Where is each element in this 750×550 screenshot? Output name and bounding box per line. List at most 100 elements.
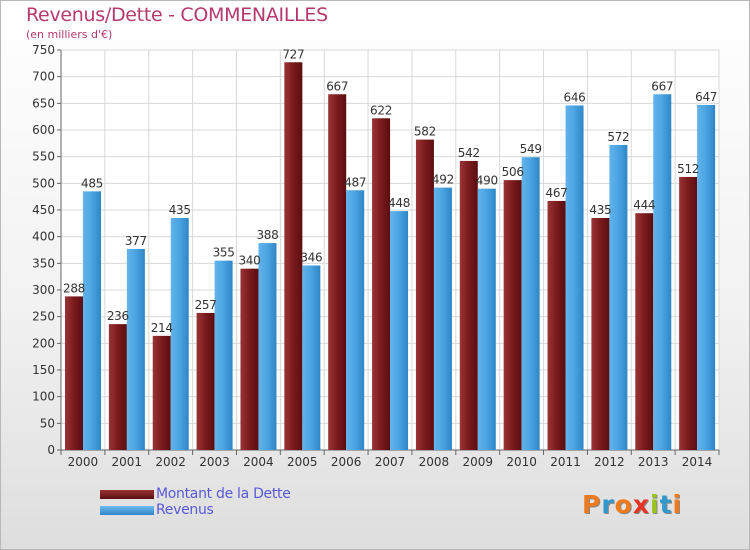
proxiti-logo: Proxiti xyxy=(582,490,682,519)
x-tick-label: 2002 xyxy=(155,455,186,469)
bar-revenue xyxy=(83,191,101,451)
data-label-debt: 622 xyxy=(370,103,392,117)
y-tick-label: 200 xyxy=(32,336,55,350)
y-tick-label: 500 xyxy=(32,176,55,190)
data-label-debt: 444 xyxy=(633,198,655,212)
x-tick-label: 2005 xyxy=(287,455,318,469)
data-label-debt: 236 xyxy=(107,309,129,323)
bar-revenue xyxy=(609,144,628,450)
x-tick-label: 2013 xyxy=(638,455,669,469)
chart-title: Revenus/Dette - COMMENAILLES xyxy=(26,4,328,26)
data-label-debt: 506 xyxy=(502,165,524,179)
axes: 0 50 100 150 200 250 300 350 400 450 500 550 600 650 7… xyxy=(32,43,720,469)
data-label-revenue: 346 xyxy=(300,250,322,264)
x-tick-label: 2001 xyxy=(112,455,143,469)
bar-debt xyxy=(679,176,698,450)
bar-debt xyxy=(65,296,83,450)
x-tick-label: 2008 xyxy=(419,455,450,469)
data-label-debt: 257 xyxy=(195,298,217,312)
x-tick-label: 2000 xyxy=(68,455,99,469)
legend-swatch-revenue xyxy=(100,506,154,515)
data-label-revenue: 646 xyxy=(564,90,586,104)
bar-revenue xyxy=(697,104,716,450)
y-tick-label: 600 xyxy=(32,123,55,137)
data-label-debt: 340 xyxy=(238,254,260,268)
data-label-revenue: 572 xyxy=(607,130,629,144)
y-tick-label: 550 xyxy=(32,150,55,164)
y-tick-label: 650 xyxy=(32,96,55,110)
bar-revenue xyxy=(521,157,540,450)
data-label-revenue: 490 xyxy=(476,174,498,188)
y-tick-label: 50 xyxy=(40,416,55,430)
bar-revenue xyxy=(477,188,496,450)
data-label-revenue: 492 xyxy=(432,173,454,187)
logo-letter: P xyxy=(582,490,602,519)
x-tick-label: 2004 xyxy=(243,455,274,469)
data-label-revenue: 435 xyxy=(169,203,191,217)
legend-swatch-debt xyxy=(100,490,154,499)
logo-letter: t xyxy=(659,490,673,519)
bar-debt xyxy=(503,180,522,450)
x-tick-label: 2006 xyxy=(331,455,362,469)
logo-letter: i xyxy=(672,490,683,519)
data-label-debt: 435 xyxy=(589,203,611,217)
data-label-debt: 288 xyxy=(63,281,85,295)
x-tick-label: 2003 xyxy=(199,455,230,469)
data-label-revenue: 388 xyxy=(256,228,278,242)
bar-debt xyxy=(415,139,434,450)
chart-subtitle: (en milliers d'€) xyxy=(26,28,113,41)
bar-debt xyxy=(152,335,171,450)
x-tick-label: 2007 xyxy=(375,455,406,469)
bar-revenue xyxy=(214,260,233,450)
legend-label-revenue: Revenus xyxy=(156,502,214,518)
y-tick-label: 250 xyxy=(32,310,55,324)
x-tick-label: 2010 xyxy=(506,455,537,469)
data-label-revenue: 448 xyxy=(388,196,410,210)
bar-revenue xyxy=(653,94,672,451)
bar-debt xyxy=(196,312,215,450)
y-tick-label: 150 xyxy=(32,363,55,377)
data-label-revenue: 377 xyxy=(125,234,147,248)
x-tick-label: 2011 xyxy=(550,455,581,469)
logo-letter: x xyxy=(632,490,650,519)
data-label-debt: 512 xyxy=(677,162,699,176)
data-label-debt: 542 xyxy=(458,146,480,160)
bar-debt xyxy=(459,160,478,450)
bar-revenue xyxy=(565,105,584,450)
data-label-revenue: 485 xyxy=(81,176,103,190)
x-tick-label: 2009 xyxy=(462,455,493,469)
data-label-debt: 214 xyxy=(151,321,173,335)
bar-debt xyxy=(635,213,654,450)
bar-debt xyxy=(240,268,259,450)
y-tick-label: 0 xyxy=(47,443,55,457)
bar-revenue xyxy=(390,211,409,450)
logo-letter: o xyxy=(614,490,633,519)
x-tick-label: 2012 xyxy=(594,455,625,469)
data-label-debt: 467 xyxy=(546,186,568,200)
bar-debt xyxy=(547,200,566,450)
y-tick-label: 750 xyxy=(32,43,55,57)
bar-debt xyxy=(372,118,391,451)
bar-revenue xyxy=(433,187,452,450)
y-tick-label: 300 xyxy=(32,283,55,297)
y-tick-label: 700 xyxy=(32,70,55,84)
data-label-debt: 582 xyxy=(414,125,436,139)
bar-revenue xyxy=(258,243,277,450)
bar-debt xyxy=(284,62,303,451)
bar-revenue xyxy=(170,218,189,450)
y-tick-label: 450 xyxy=(32,203,55,217)
data-label-revenue: 355 xyxy=(213,246,235,260)
bar-debt xyxy=(108,324,127,450)
data-label-revenue: 647 xyxy=(695,90,717,104)
data-label-revenue: 549 xyxy=(520,142,542,156)
bars xyxy=(65,62,716,451)
logo-letter: r xyxy=(601,490,615,519)
data-label-debt: 727 xyxy=(282,47,304,61)
y-tick-label: 400 xyxy=(32,230,55,244)
data-label-debt: 667 xyxy=(326,79,348,93)
bar-debt xyxy=(591,218,610,450)
legend-label-debt: Montant de la Dette xyxy=(156,486,291,502)
data-label-revenue: 487 xyxy=(344,175,366,189)
